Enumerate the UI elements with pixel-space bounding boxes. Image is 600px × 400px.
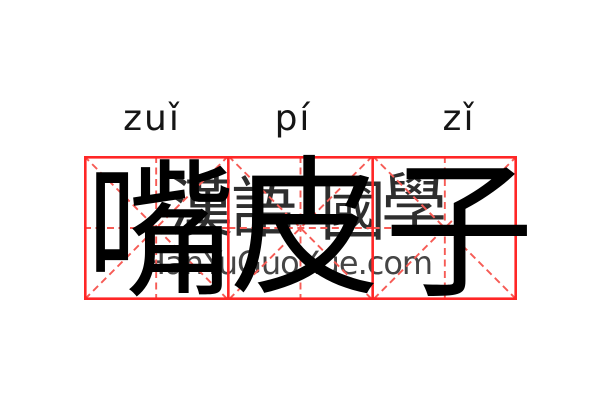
pinyin-syllable-3: zǐ — [442, 98, 476, 139]
grid-guide-lines — [84, 156, 517, 300]
grid-border-lines — [84, 156, 517, 300]
hanzi-char-1: 嘴 — [84, 146, 236, 320]
mi-zi-ge-grid — [84, 156, 517, 300]
hanzi-char-2: 皮 — [229, 143, 381, 317]
hanzi-char-3: 子 — [383, 146, 535, 320]
watermark-cjk-char-2: 語 — [231, 170, 297, 247]
watermark-cjk-char-4: 學 — [381, 166, 447, 243]
pinyin-syllable-2: pí — [274, 98, 312, 139]
watermark-cjk-char-3: 國 — [320, 173, 386, 250]
pinyin-syllable-1: zuǐ — [123, 98, 181, 139]
